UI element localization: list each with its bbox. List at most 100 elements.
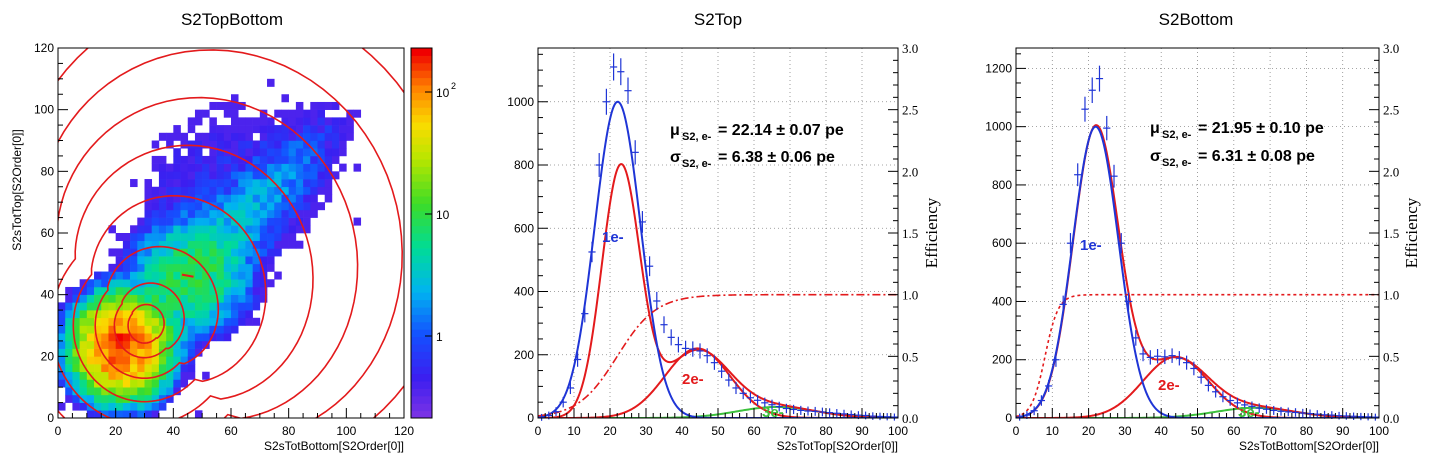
heat-cell bbox=[245, 240, 253, 249]
heat-cell bbox=[194, 333, 203, 342]
heat-cell bbox=[281, 202, 289, 211]
heat-cell bbox=[238, 186, 246, 195]
heat-cell bbox=[72, 294, 80, 303]
heat-cell bbox=[274, 163, 282, 172]
heat-cell bbox=[151, 317, 160, 326]
heat-cell bbox=[137, 256, 145, 265]
heat-cell bbox=[252, 202, 261, 211]
heat-cell bbox=[115, 271, 124, 280]
y-tick-label: 1000 bbox=[985, 120, 1012, 134]
heat-cell bbox=[310, 117, 318, 126]
heat-cell bbox=[231, 310, 239, 319]
heat-cell bbox=[238, 263, 246, 272]
heat-cell bbox=[303, 217, 311, 226]
heat-cell bbox=[223, 263, 232, 272]
heat-cell bbox=[223, 132, 232, 141]
colorbar-segment bbox=[411, 218, 432, 227]
heat-cell bbox=[94, 340, 102, 349]
heat-cell bbox=[158, 271, 167, 280]
heat-cell bbox=[108, 263, 116, 272]
heat-cell bbox=[252, 217, 261, 226]
colorbar-segment bbox=[411, 247, 432, 256]
heat-cell bbox=[310, 132, 318, 141]
heat-cell bbox=[288, 117, 297, 126]
heat-cell bbox=[245, 163, 253, 172]
heat-cell bbox=[238, 140, 246, 149]
heat-cell bbox=[303, 194, 311, 203]
heat-cell bbox=[187, 248, 196, 257]
heat-cell bbox=[216, 302, 225, 311]
heat-cell bbox=[295, 101, 304, 110]
heat-cell bbox=[223, 333, 232, 342]
heat-cell bbox=[267, 194, 275, 203]
heat-cell bbox=[166, 271, 174, 280]
heat-cell bbox=[173, 240, 181, 249]
heat-cell bbox=[245, 140, 253, 149]
contour-line bbox=[181, 273, 194, 278]
heat-cell bbox=[65, 294, 73, 303]
heat-cell bbox=[216, 248, 225, 257]
heat-cell bbox=[187, 340, 196, 349]
heat-cell bbox=[252, 271, 261, 280]
heat-cell bbox=[65, 302, 73, 311]
heat-cell bbox=[252, 233, 261, 242]
colorbar-label-100-exponent: 2 bbox=[451, 81, 456, 91]
heat-cell bbox=[101, 317, 109, 326]
right-tick-label: 1.0 bbox=[1383, 288, 1399, 303]
heat-cell bbox=[151, 155, 160, 164]
heat-cell bbox=[223, 248, 232, 257]
x-tick-label: 0 bbox=[55, 424, 62, 438]
heat-cell bbox=[209, 248, 217, 257]
heat-cell bbox=[303, 202, 311, 211]
heat-cell bbox=[331, 125, 340, 134]
colorbar-frame bbox=[410, 47, 433, 419]
heat-cell bbox=[166, 179, 174, 188]
heat-cell bbox=[317, 179, 326, 188]
heat-cell bbox=[216, 163, 225, 172]
heat-cell bbox=[144, 340, 153, 349]
heat-cell bbox=[216, 132, 225, 141]
heat-cell bbox=[267, 233, 275, 242]
heat-cell bbox=[158, 402, 167, 411]
y-tick-label: 0 bbox=[527, 411, 534, 425]
heat-cell bbox=[108, 302, 116, 311]
heat-cell bbox=[173, 256, 181, 265]
heat-cell bbox=[310, 194, 318, 203]
panel3-sigma-subscript: S2, e- bbox=[1162, 157, 1192, 169]
heat-cell bbox=[180, 132, 189, 141]
heat-cell bbox=[202, 132, 210, 141]
heat-cell bbox=[101, 302, 109, 311]
x-tick-label: 120 bbox=[394, 424, 414, 438]
heat-cell bbox=[151, 371, 160, 380]
heat-cell bbox=[151, 256, 160, 265]
heat-cell bbox=[180, 194, 189, 203]
colorbar-label-100-base: 10 bbox=[436, 86, 450, 100]
heat-cell bbox=[194, 155, 203, 164]
heat-cell bbox=[317, 101, 326, 110]
heat-cell bbox=[115, 356, 124, 365]
heat-cell bbox=[115, 317, 124, 326]
x-tick-label: 50 bbox=[711, 424, 725, 438]
colorbar-segment bbox=[411, 270, 432, 278]
heat-cell bbox=[158, 171, 167, 180]
heat-cell bbox=[158, 240, 167, 249]
heat-cell bbox=[166, 379, 174, 388]
heat-cell bbox=[223, 171, 232, 180]
heat-cell bbox=[202, 194, 210, 203]
heat-cell bbox=[295, 148, 304, 157]
heat-cell bbox=[180, 333, 189, 342]
heat-cell bbox=[72, 325, 80, 334]
colorbar-segment bbox=[411, 240, 432, 249]
heat-cell bbox=[137, 286, 145, 295]
heat-cell bbox=[173, 279, 181, 288]
heat-cell bbox=[267, 163, 275, 172]
heat-cell bbox=[238, 202, 246, 211]
heat-cell bbox=[281, 225, 289, 234]
heat-cell bbox=[216, 125, 225, 134]
heat-cell bbox=[238, 148, 246, 157]
heat-cell bbox=[245, 155, 253, 164]
heat-cell bbox=[194, 171, 203, 180]
heat-cell bbox=[72, 286, 80, 295]
heat-cell bbox=[194, 233, 203, 242]
heat-cell bbox=[108, 325, 116, 334]
